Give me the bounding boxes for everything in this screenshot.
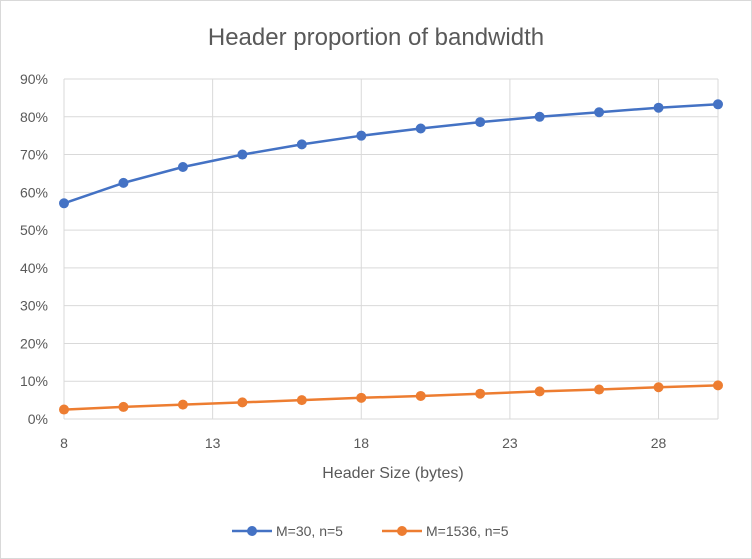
data-point	[177, 399, 188, 410]
y-tick-label: 10%	[20, 373, 48, 389]
y-tick-label: 50%	[20, 222, 48, 238]
series-line	[63, 103, 719, 205]
plot-series	[59, 99, 723, 415]
chart-title: Header proportion of bandwidth	[208, 24, 544, 51]
data-point	[534, 386, 545, 397]
data-point	[713, 380, 723, 391]
data-point	[594, 107, 605, 118]
data-point	[118, 401, 129, 412]
data-point	[713, 99, 723, 110]
y-tick-label: 0%	[28, 411, 48, 427]
data-point	[356, 392, 367, 403]
data-point	[653, 382, 664, 393]
data-point	[118, 177, 129, 188]
data-point	[475, 388, 486, 399]
legend-marker	[397, 526, 407, 536]
x-tick-label: 18	[353, 435, 369, 451]
legend-label: M=30, n=5	[276, 523, 343, 539]
data-point	[594, 384, 605, 395]
x-tick-label: 28	[651, 435, 667, 451]
data-point	[653, 102, 664, 113]
series-1	[59, 99, 723, 209]
y-tick-label: 80%	[20, 109, 48, 125]
x-axis-title: Header Size (bytes)	[322, 465, 463, 482]
x-tick-label: 13	[205, 435, 221, 451]
series-line	[63, 384, 719, 411]
legend-item-2: M=1536, n=5	[382, 523, 509, 539]
x-tick-label: 8	[60, 435, 68, 451]
data-point	[59, 198, 69, 209]
data-point	[237, 149, 248, 160]
grid-lines	[63, 78, 719, 420]
data-point	[475, 117, 486, 128]
x-tick-label: 23	[502, 435, 518, 451]
x-axis-ticks: 8 13 18 23 28	[60, 435, 666, 451]
y-tick-label: 60%	[20, 184, 48, 200]
y-tick-label: 70%	[20, 147, 48, 163]
series-2	[59, 380, 723, 415]
data-point	[356, 130, 367, 141]
data-point	[59, 404, 69, 415]
y-tick-label: 90%	[20, 71, 48, 87]
legend-item-1: M=30, n=5	[232, 523, 343, 539]
legend-label: M=1536, n=5	[426, 523, 509, 539]
data-point	[177, 162, 188, 173]
y-tick-label: 40%	[20, 260, 48, 276]
y-tick-label: 20%	[20, 335, 48, 351]
data-point	[534, 111, 545, 122]
data-point	[237, 397, 248, 408]
legend: M=30, n=5 M=1536, n=5	[232, 523, 509, 539]
y-tick-label: 30%	[20, 298, 48, 314]
data-point	[296, 139, 307, 150]
data-point	[296, 395, 307, 406]
legend-marker	[247, 526, 257, 536]
y-axis-ticks: 0% 10% 20% 30% 40% 50% 60% 70% 80% 90%	[20, 71, 48, 427]
data-point	[415, 390, 426, 401]
data-point	[415, 123, 426, 134]
